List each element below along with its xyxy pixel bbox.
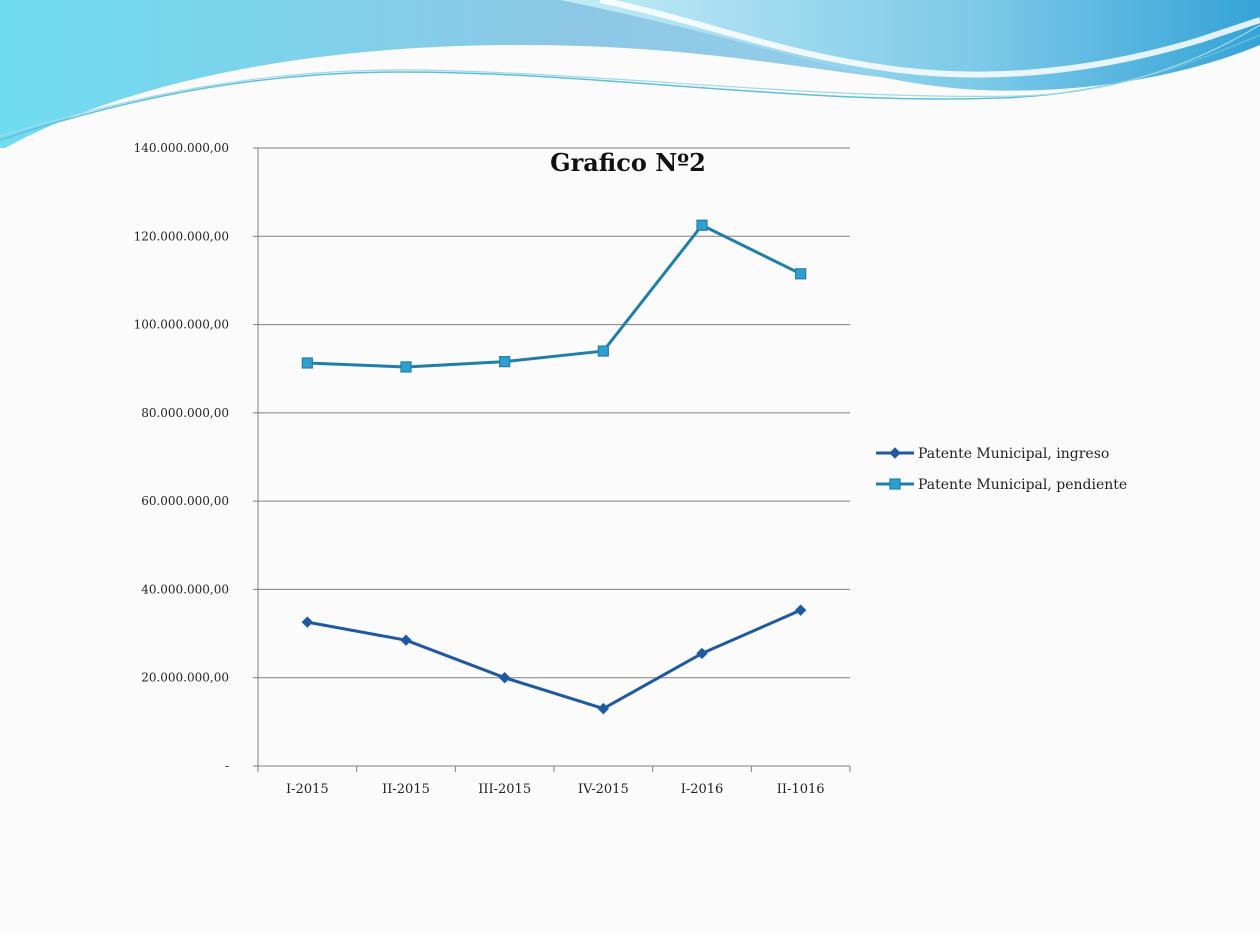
series-line-2 [307, 223, 802, 369]
gridlines [258, 147, 850, 679]
y-tick-label: 140.000.000,00 [134, 141, 229, 155]
y-axis-ticks: - 20.000.000,00 40.000.000,00 60.000.000,00… [134, 141, 229, 773]
header-waves [0, 0, 1260, 148]
y-tick-label: - [225, 759, 229, 773]
x-tick-label: I-2015 [286, 782, 329, 797]
x-tick-label: II-2015 [382, 782, 430, 797]
axes [253, 147, 851, 772]
data-point-series-2 [795, 268, 807, 280]
series-lines [301, 219, 807, 715]
x-tick-label: IV-2015 [578, 782, 629, 797]
data-point-series-1 [696, 647, 708, 660]
data-point-series-1 [794, 604, 807, 616]
legend: Patente Municipal, ingreso Patente Munici… [876, 446, 1127, 493]
data-point-series-2 [696, 219, 708, 231]
y-tick-label: 120.000.000,00 [134, 229, 229, 243]
data-point-series-1 [400, 634, 412, 646]
x-axis-ticks: I-2015 II-2015 III-2015 IV-2015 I-2016 II-101… [286, 782, 825, 797]
data-point-series-2 [499, 356, 511, 368]
y-tick-label: 40.000.000,00 [141, 582, 229, 596]
header-wave-line-2 [0, 24, 1260, 137]
x-tick-label: III-2015 [478, 782, 531, 797]
data-point-series-2 [400, 361, 412, 373]
header-wave-highlight [599, 0, 1260, 78]
data-point-series-2 [301, 357, 313, 369]
y-tick-label: 100.000.000,00 [134, 318, 229, 332]
y-tick-label: 60.000.000,00 [141, 494, 229, 508]
x-tick-label: I-2016 [681, 782, 724, 797]
legend-label: Patente Municipal, pendiente [918, 477, 1127, 493]
legend-label: Patente Municipal, ingreso [918, 446, 1109, 462]
data-point-series-2 [597, 345, 609, 357]
series-line-1 [307, 608, 802, 711]
data-point-series-1 [301, 616, 314, 628]
data-point-series-1 [498, 672, 511, 684]
legend-marker [889, 478, 901, 490]
legend-marker [889, 447, 901, 459]
x-tick-label: II-1016 [777, 782, 825, 797]
chart-title: Grafico Nº2 [550, 148, 706, 177]
y-tick-label: 20.000.000,00 [141, 671, 229, 685]
y-tick-label: 80.000.000,00 [141, 406, 229, 420]
data-point-series-1 [597, 702, 610, 715]
